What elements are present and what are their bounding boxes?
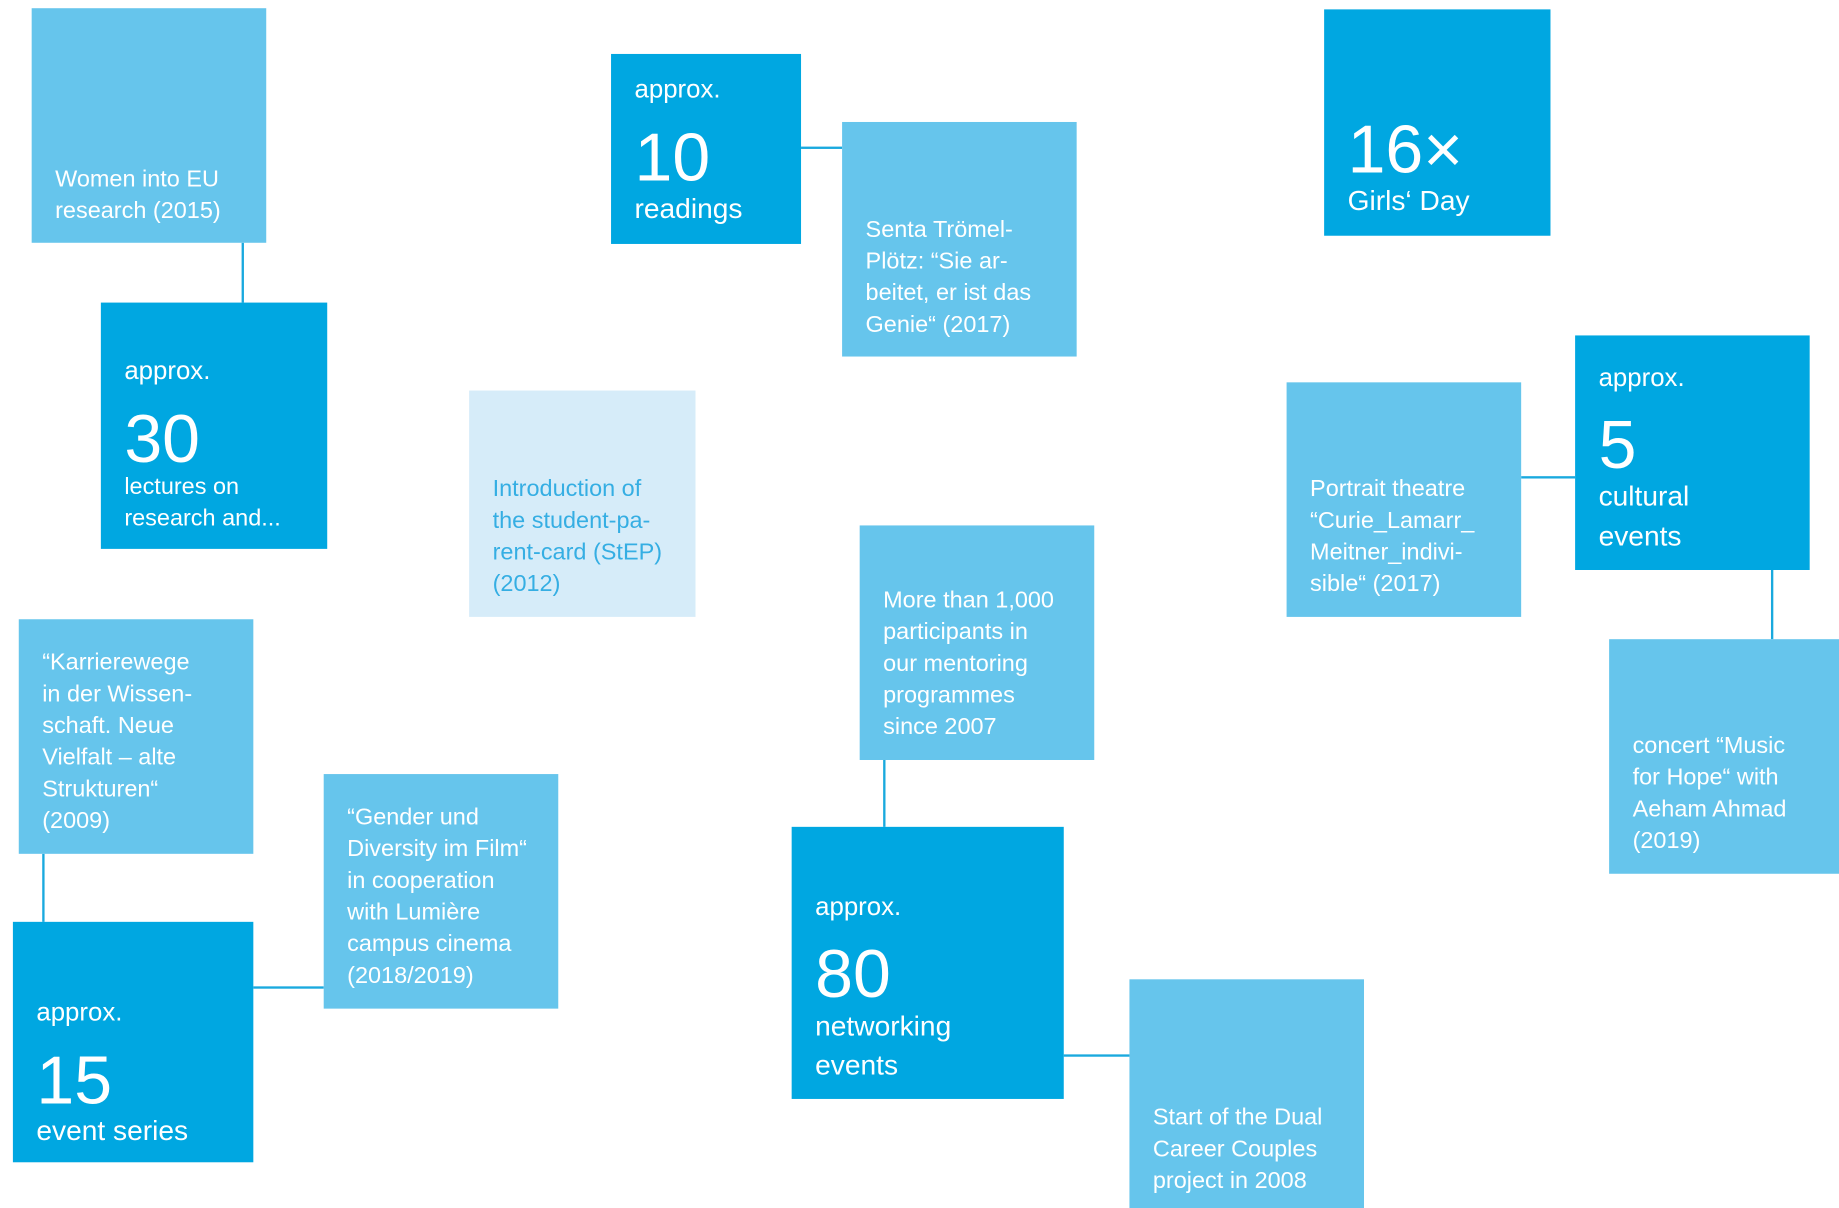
tile-text: networking — [815, 1010, 952, 1043]
tile-text: Aeham Ahmad — [1632, 796, 1787, 823]
tile-text: Women into EU — [55, 166, 219, 193]
tile-number: 30 — [124, 401, 200, 478]
connector — [801, 146, 843, 149]
connector — [1770, 569, 1774, 640]
tile-text: for Hope“ with — [1632, 764, 1779, 791]
tile-prefix: approx. — [815, 891, 902, 921]
tile: More than 1,000 participants in our mentor… — [859, 525, 1095, 760]
tile-text: sible“ (2017) — [1310, 571, 1441, 597]
tile-text: readings — [634, 193, 743, 226]
tile-prefix: approx. — [124, 355, 211, 385]
tile-text: in der Wissen- — [42, 681, 193, 708]
tile-text: Portrait theatre — [1310, 476, 1466, 502]
tile-text: event series — [36, 1115, 189, 1148]
tile-text: Vielfalt – alte — [42, 744, 177, 771]
connector — [253, 986, 324, 989]
tile-text: Introduction of — [492, 476, 642, 502]
tile-text: events — [1598, 520, 1682, 553]
tile-text: events — [815, 1049, 899, 1082]
tile-text: More than 1,000 — [883, 587, 1054, 614]
tile-text: research and... — [124, 505, 281, 532]
tile-text: research (2015) — [55, 198, 221, 225]
tile: approx. 5 cultural events — [1575, 335, 1810, 570]
tile-text: “Curie_Lamarr_ — [1310, 507, 1475, 534]
tile: “Gender und Diversity im Film“ in cooperat… — [323, 774, 559, 1009]
tile-text: Career Couples — [1152, 1136, 1318, 1163]
tile-prefix: approx. — [36, 996, 123, 1027]
tile-text: rent-card (StEP) — [492, 539, 663, 566]
tile: Women into EU research (2015) — [31, 8, 267, 243]
tile-number: 10 — [634, 119, 711, 196]
connector — [1521, 476, 1576, 479]
connector — [241, 242, 244, 303]
tile-text: Diversity im Film“ — [347, 836, 527, 863]
tile-text: Girls‘ Day — [1347, 185, 1470, 217]
tile: approx. 30 lectures on research and... — [100, 302, 328, 549]
tile-text: (2009) — [42, 808, 111, 834]
tile: concert “Music for Hope“ with Aeham Ahmad (… — [1609, 639, 1839, 874]
tile-text: since 2007 — [883, 714, 997, 741]
tile-text: schaft. Neue — [42, 713, 174, 739]
tile-number: 15 — [36, 1042, 113, 1119]
tile-text: Meitner_indivi- — [1310, 539, 1463, 566]
tile-text: “Gender und — [347, 804, 479, 831]
tile-text: “Karrierewege — [42, 649, 190, 676]
tile-text: beitet, er ist das — [865, 280, 1032, 307]
tile: “Karrierewege in der Wissen-schaft. Neue V… — [18, 619, 254, 854]
tile: approx. 15 event series — [12, 921, 254, 1163]
tile: Start of the Dual Career Couples project i… — [1129, 979, 1365, 1208]
tile: 16× Girls‘ Day — [1324, 9, 1551, 236]
tile-text: participants in — [883, 619, 1028, 646]
tile: Senta Trömel- Plötz: “Sie ar-beitet, er i… — [842, 121, 1077, 357]
tile-text: the student-pa- — [492, 507, 651, 534]
tile-text: project in 2008 — [1152, 1168, 1307, 1194]
tile-number: 80 — [815, 935, 891, 1013]
tile-text: concert “Music — [1632, 733, 1786, 759]
tile-text: Genie“ (2017) — [865, 311, 1011, 338]
tile-text: in cooperation — [347, 867, 495, 894]
tile-text: lectures on — [124, 473, 240, 500]
tile-number: 16× — [1347, 111, 1463, 188]
tile-text: cultural — [1598, 480, 1690, 513]
tile-text: Start of the Dual — [1152, 1104, 1323, 1131]
tile: approx. 80 networking events — [791, 826, 1064, 1099]
tile: approx. 10 readings — [611, 53, 802, 244]
tile-text: Strukturen“ — [42, 776, 159, 803]
tile-text: with Lumière — [347, 899, 481, 926]
tile: Portrait theatre “Curie_Lamarr_ Meitner_in… — [1286, 382, 1522, 617]
tile-text: Plötz: “Sie ar- — [865, 248, 1008, 275]
tile-prefix: approx. — [634, 73, 721, 104]
tile-text: (2018/2019) — [347, 962, 474, 989]
connector — [42, 853, 45, 922]
tile-text: (2019) — [1632, 828, 1701, 854]
tile-text: our mentoring — [883, 650, 1028, 677]
tile-text: programmes — [883, 682, 1015, 709]
tile-text: (2012) — [492, 571, 561, 597]
tile-text: campus cinema — [347, 931, 512, 958]
connector — [1063, 1054, 1130, 1057]
tile: Introduction of the student-pa-rent-card … — [469, 390, 696, 617]
tile-number: 5 — [1598, 406, 1637, 484]
connector — [883, 759, 886, 827]
tile-text: Senta Trömel- — [865, 216, 1013, 243]
tile-prefix: approx. — [1598, 362, 1685, 392]
